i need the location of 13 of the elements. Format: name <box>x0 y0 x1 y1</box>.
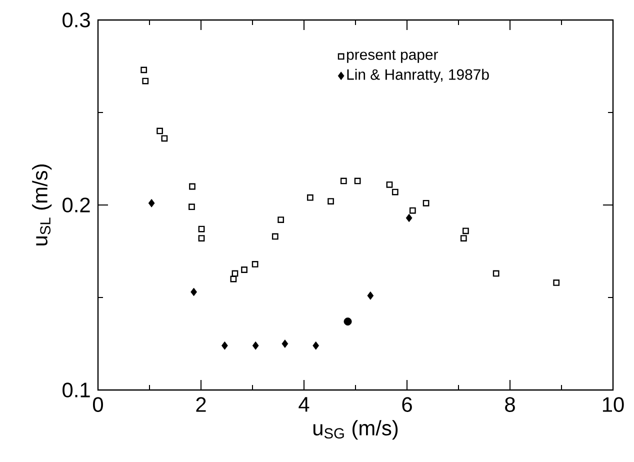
x-axis-title: u$_{SG}$ (m/s) <box>313 420 398 440</box>
x-tick-label: 6 <box>402 397 412 412</box>
y-tick-label: 0.2 <box>62 198 90 212</box>
y-tick-label: 0.1 <box>62 382 90 398</box>
x-tick-label: 8 <box>505 397 515 412</box>
legend-label: Lin & Hanratty, 1987b <box>347 68 489 83</box>
y-tick-label: 0.3 <box>62 12 90 28</box>
x-tick-label: 10 <box>602 397 624 412</box>
x-tick-label: 4 <box>298 397 310 412</box>
legend-label: present paper <box>347 50 438 63</box>
x-tick-label: 0 <box>92 397 103 412</box>
x-tick-label: 2 <box>196 397 206 412</box>
y-axis-title: u$_{SL}$ (m/s) <box>32 164 52 246</box>
